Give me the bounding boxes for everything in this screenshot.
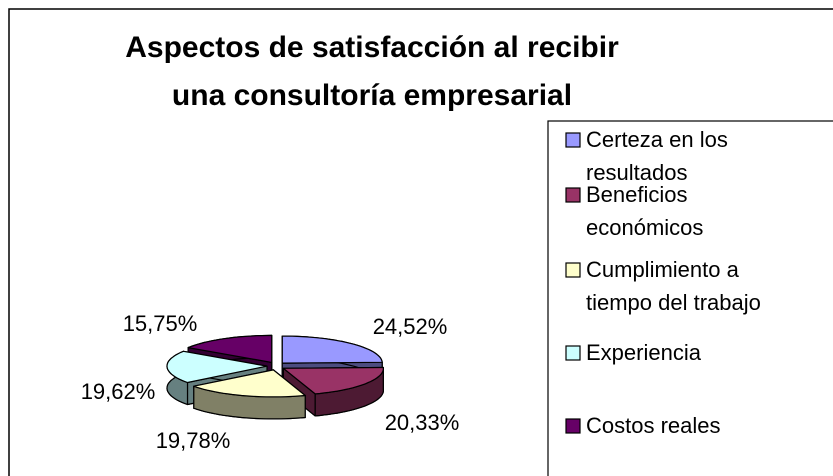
legend-label: Costos reales <box>586 413 721 438</box>
legend-box <box>547 120 833 476</box>
data-label: 20,33% <box>385 410 460 435</box>
legend-label: Cumplimiento a tiempo del trabajo <box>586 257 761 315</box>
slice-top <box>187 334 273 364</box>
legend-swatch <box>565 187 581 203</box>
legend-label: Beneficios económicos <box>586 182 703 240</box>
slice-top <box>282 366 384 395</box>
data-label: 19,62% <box>81 379 156 404</box>
data-label: 19,78% <box>156 428 231 453</box>
data-label: 24,52% <box>373 314 448 339</box>
legend-swatch <box>565 418 581 434</box>
pie-slice <box>193 369 306 420</box>
pie-slice <box>282 366 384 417</box>
chart-title: Aspectos de satisfacción al recibir una c… <box>125 31 619 112</box>
slice-top <box>193 369 306 398</box>
slice-top <box>166 350 268 384</box>
legend-label: Certeza en los resultados <box>586 127 728 185</box>
legend-swatch <box>565 345 581 361</box>
legend-swatch <box>565 262 581 278</box>
legend-label: Experiencia <box>586 340 702 365</box>
slice-top <box>281 335 383 364</box>
data-label: 15,75% <box>123 311 198 336</box>
legend-swatch <box>565 132 581 148</box>
